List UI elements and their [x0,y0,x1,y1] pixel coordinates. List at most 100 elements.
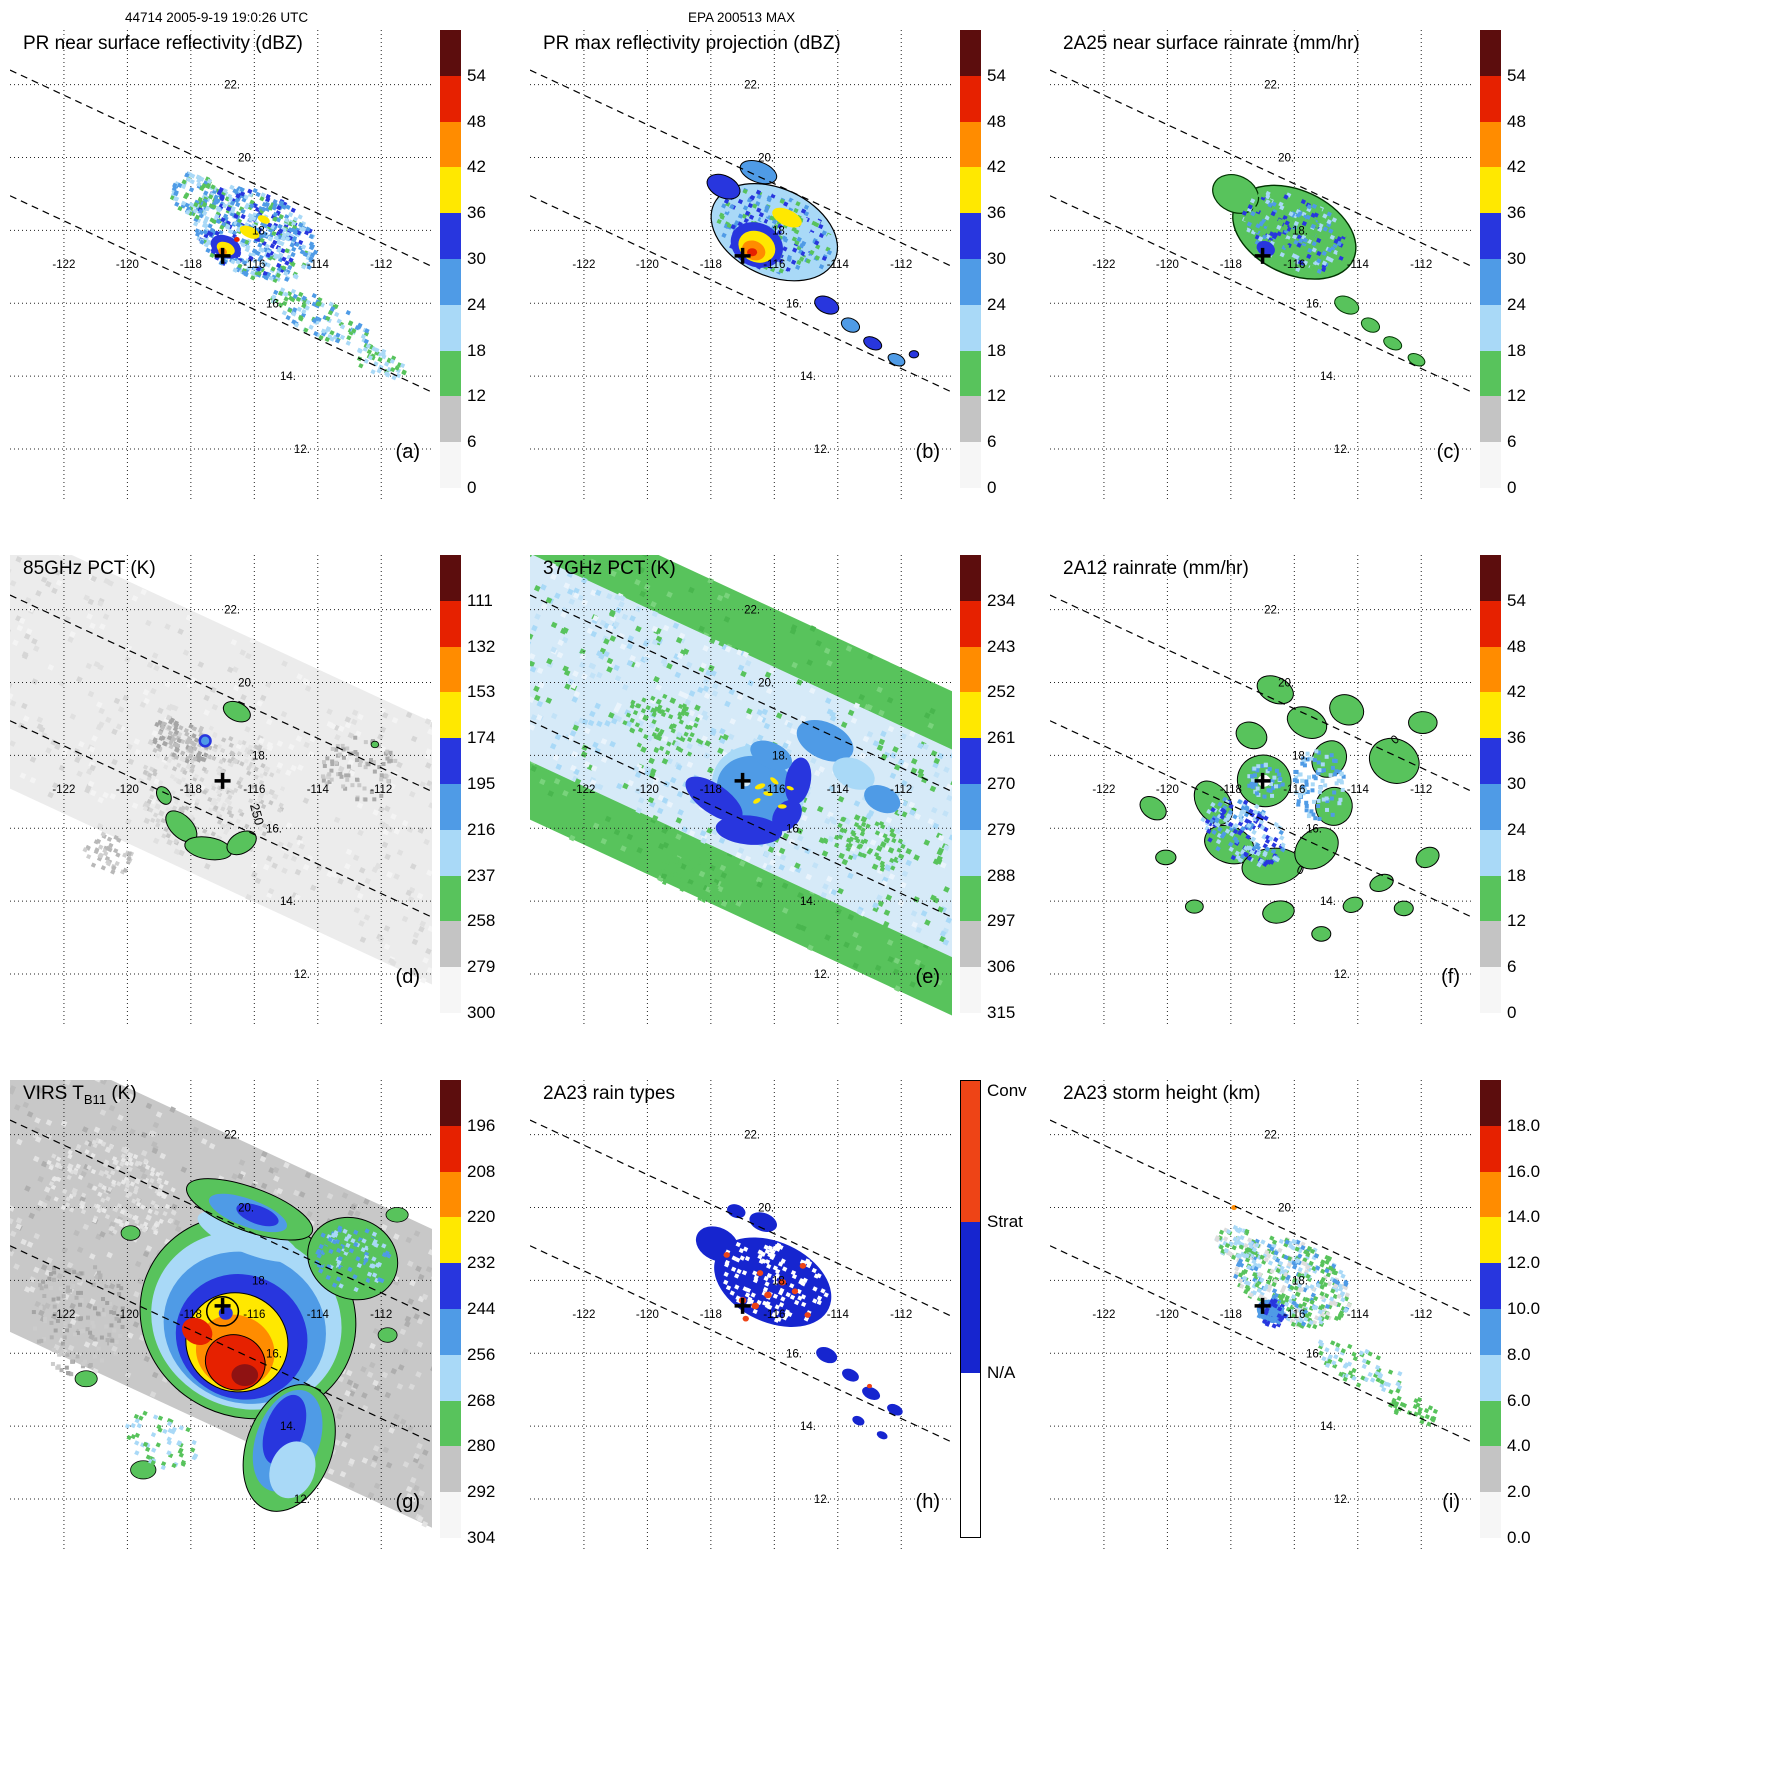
colorbar-h: Conv Strat N/A [960,1080,1044,1550]
colorbar-ticks: 54 48 42 36 30 24 18 12 6 0 [1507,30,1564,497]
colorbar-segment [440,692,461,739]
colorbar-segment [1480,350,1501,397]
colorbar-segment [960,783,981,830]
storm-center-marker [1254,1297,1271,1314]
svg-text:-114: -114 [307,259,330,271]
colorbar-e: 234 243 252 261 270 279 288 297 306 315 [960,555,1044,1025]
colorbar-segment [960,121,981,168]
svg-text:14.: 14. [1320,371,1336,383]
colorbar-segment [1480,1354,1501,1401]
svg-text:14.: 14. [800,896,816,908]
colorbar-segment [1480,921,1501,968]
colorbar-bar [1480,555,1501,1013]
panel-letter: (h) [915,1491,940,1513]
map-canvas-g: -122 -120 -118 -116 -114 -11222.20.18.16.14.1… [10,1080,432,1550]
colorbar-class-label: Strat [987,1211,1023,1231]
colorbar-bar [440,30,461,488]
colorbar-segment [440,258,461,305]
map-canvas-b: -122 -120 -118 -116 -114 -112 22. 20. 18. 16. 14. 1… [530,30,952,500]
map-plot-f: 0 0 -122 -120 -118 -116 -114 -112 22. 20. 18. 16. 14… [1050,555,1472,1025]
colorbar-segment [960,350,981,397]
swath-edge-lines [10,594,432,918]
colorbar-ticks: 54 48 42 36 30 24 18 12 6 0 [467,30,524,497]
svg-text:14.: 14. [280,896,296,908]
svg-text:-118: -118 [180,259,202,271]
colorbar-tick-label: 111 [467,590,493,610]
contour-label: 0 [1295,862,1306,878]
colorbar-tick-label: 24 [1507,294,1526,314]
colorbar-segment [440,875,461,922]
colorbar-tick-label: 54 [1507,65,1526,85]
contour-label: 250 [247,802,267,827]
svg-text:18.: 18. [252,225,268,237]
map-features [622,693,906,903]
colorbar-tick-label: 6.0 [1507,1390,1531,1410]
colorbar-segment [440,1171,461,1218]
colorbar-tick-label: 12 [1507,911,1526,931]
colorbar-bar [1480,1080,1501,1538]
colorbar-tick-label: 30 [987,249,1006,268]
colorbar-tick-label: 48 [467,111,486,131]
colorbar-tick-label: 18.0 [1507,1115,1541,1135]
colorbar-segment [440,121,461,168]
svg-text:-116: -116 [1283,259,1305,271]
colorbar-tick-label: 48 [1507,111,1526,131]
colorbar-segment [961,1222,980,1373]
colorbar-tick-label: 54 [1507,590,1526,610]
colorbar-tick-label: 0 [467,478,477,497]
colorbar-segment [440,442,461,488]
panel-b: -122 -120 -118 -116 -114 -112 22. 20. 18. 16. 14. 1… [530,30,1050,555]
colorbar-tick-label: 30 [1507,774,1526,793]
grid-labels: -122 -120 -118 -116 -114 -112 22. 20. 18. 16. 14. 1… [572,80,912,456]
colorbar-tick-label: 12.0 [1507,1253,1541,1273]
colorbar-tick-label: 0.0 [1507,1528,1531,1547]
svg-text:18.: 18. [772,750,788,762]
colorbar-segment [440,1217,461,1264]
colorbar-segment [960,738,981,784]
map-content: 250 [10,555,432,1025]
colorbar-segment [960,258,981,305]
svg-text:16.: 16. [1306,823,1322,835]
colorbar-segment [1480,1492,1501,1538]
svg-text:14.: 14. [1320,896,1336,908]
svg-text:18.: 18. [252,750,268,762]
colorbar-ticks: 196 208 220 232 244 256 268 280 292 304 [467,1080,524,1547]
colorbar-segment [960,396,981,443]
colorbar-bar [960,1080,981,1538]
colorbar-segment [440,304,461,351]
svg-text:16.: 16. [786,298,802,310]
colorbar-tick-label: 220 [467,1207,496,1227]
colorbar-tick-label: 195 [467,774,496,793]
colorbar-bar [960,555,981,1013]
map-plot-a: -122 -120 -118 -116 -114 -112 22. 20. 18. 16. 14. 1… [10,30,432,500]
svg-text:20.: 20. [238,678,254,690]
colorbar-segment [1480,1263,1501,1309]
colorbar-tick-label: 48 [987,111,1006,131]
panel-title: 2A23 storm height (km) [1063,1083,1261,1104]
colorbar-tick-label: 270 [987,774,1016,793]
colorbar-tick-label: 42 [1507,157,1526,177]
colorbar-segment [1480,1217,1501,1264]
map-canvas-h: -122 -120 -118 -116 -114 -11222.20.18.16.14.1… [530,1080,952,1550]
colorbar-segment [960,600,981,647]
colorbar-segment [960,304,981,351]
colorbar-tick-label: 48 [1507,636,1526,656]
colorbar-tick-label: 18 [467,340,486,360]
colorbar-segment [440,829,461,876]
svg-text:-120: -120 [116,784,139,796]
map-content [1050,1080,1472,1550]
colorbar-tick-label: 196 [467,1115,496,1135]
svg-text:-120: -120 [636,784,659,796]
svg-text:18.: 18. [1292,225,1308,237]
colorbar-segment [440,921,461,968]
colorbar-tick-label: 16.0 [1507,1161,1541,1181]
colorbar-tick-label: 256 [467,1344,496,1364]
svg-text:12.: 12. [814,969,830,981]
panel-letter: (a) [395,441,420,463]
svg-text:-114: -114 [1347,784,1370,796]
colorbar-bar [440,555,461,1013]
colorbar-tick-label: 216 [467,819,496,839]
storm-center-marker [214,1297,231,1314]
panel-title: VIRS TB11 (K) [23,1083,137,1107]
svg-text:-114: -114 [827,259,850,271]
